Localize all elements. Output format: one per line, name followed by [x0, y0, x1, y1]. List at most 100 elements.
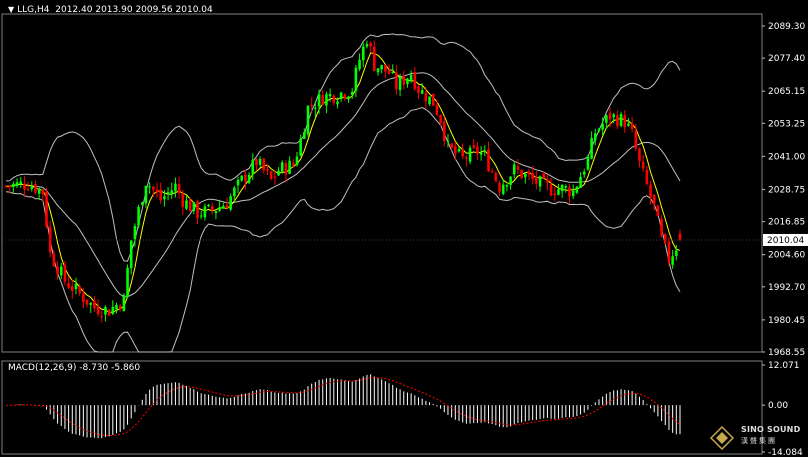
candle-body [111, 306, 115, 314]
candle-body [494, 173, 498, 181]
candle-body [52, 253, 56, 267]
candle-body [59, 266, 63, 276]
candle-body [295, 156, 299, 165]
price-tick-label: 2016.85 [768, 218, 805, 228]
candle-body [638, 148, 641, 162]
candle-body [369, 42, 372, 47]
candle-body [100, 316, 104, 318]
candle-body [520, 169, 523, 179]
candle-body [185, 200, 188, 209]
candle-body [317, 94, 321, 107]
candle-body [678, 233, 682, 240]
candle-body [509, 176, 512, 185]
candle-body [15, 182, 19, 187]
candle-body [608, 112, 612, 120]
candle-body [137, 206, 140, 226]
candle-body [652, 194, 656, 204]
candle-body [177, 183, 181, 193]
candle-body [627, 123, 630, 126]
candle-body [336, 101, 339, 105]
logo-subtitle: 漢聲集團 [741, 437, 777, 445]
candle-body [140, 202, 144, 205]
candle-body [45, 191, 48, 227]
candle-body [277, 170, 280, 176]
candle-body [181, 193, 185, 207]
candle-body [188, 200, 192, 212]
candle-body [210, 206, 214, 211]
price-tick-label: 2028.75 [768, 185, 805, 195]
candle-body [74, 283, 78, 290]
candle-body [328, 94, 332, 97]
candle-body [660, 218, 663, 236]
candle-body [586, 156, 590, 170]
candle-body [406, 78, 409, 85]
candle-body [663, 233, 667, 243]
open-value: 2012.40 [55, 5, 93, 15]
price-tick-label: 2065.15 [768, 87, 805, 97]
candle-body [280, 162, 284, 172]
candle-body [262, 158, 266, 171]
candle-body [472, 145, 476, 148]
candle-body [37, 188, 41, 194]
candle-body [413, 72, 417, 89]
candle-body [454, 146, 457, 154]
logo-icon [710, 426, 734, 450]
candle-body [553, 193, 557, 195]
candle-body [476, 146, 479, 154]
candle-body [582, 171, 586, 175]
candle-body [361, 46, 365, 61]
price-tick-label: 1980.45 [768, 316, 805, 326]
candle-body [26, 189, 30, 191]
candle-body [435, 105, 439, 115]
candle-body [579, 176, 582, 188]
candle-body [126, 267, 129, 298]
candle-body [402, 75, 406, 85]
candle-body [516, 166, 520, 170]
candle-body [144, 185, 148, 204]
candle-body [269, 171, 273, 179]
candle-body [461, 149, 464, 157]
candle-body [284, 163, 288, 175]
candle-body [23, 183, 26, 190]
candle-body [258, 159, 262, 165]
candle-body [166, 192, 170, 194]
candle-body [468, 147, 472, 162]
candle-body [354, 67, 358, 92]
candle-body [527, 171, 531, 175]
candle-body [192, 202, 196, 212]
chevron-down-icon[interactable]: ▼ [8, 5, 15, 14]
candle-body [19, 181, 23, 185]
candle-body [4, 185, 8, 187]
current-price-label: 2010.04 [767, 236, 804, 246]
candle-body [535, 176, 538, 184]
candle-body [380, 65, 383, 70]
candle-body [321, 95, 325, 105]
candle-body [199, 215, 203, 217]
candle-body [601, 123, 604, 130]
candle-body [616, 115, 619, 127]
price-tick-label: 1968.55 [768, 348, 805, 358]
candle-body [649, 184, 652, 198]
candle-body [299, 138, 302, 156]
candle-body [214, 211, 218, 214]
candle-body [310, 104, 313, 107]
candle-body [667, 241, 671, 263]
price-panel-frame [1, 13, 763, 353]
candle-body [384, 64, 387, 72]
bollinger-lower-line [5, 106, 681, 353]
candle-body [395, 72, 398, 90]
candle-body [512, 164, 516, 175]
low-value: 2009.56 [135, 5, 173, 15]
candle-body [82, 293, 85, 303]
candle-body [675, 250, 678, 257]
candle-body [78, 286, 81, 294]
candle-body [170, 190, 174, 195]
candle-body [8, 186, 11, 188]
candle-body [490, 171, 494, 173]
candle-body [542, 173, 546, 179]
candle-body [203, 206, 207, 218]
candle-body [420, 90, 424, 94]
price-tick-label: 1992.70 [768, 283, 805, 293]
candle-body [439, 115, 442, 123]
